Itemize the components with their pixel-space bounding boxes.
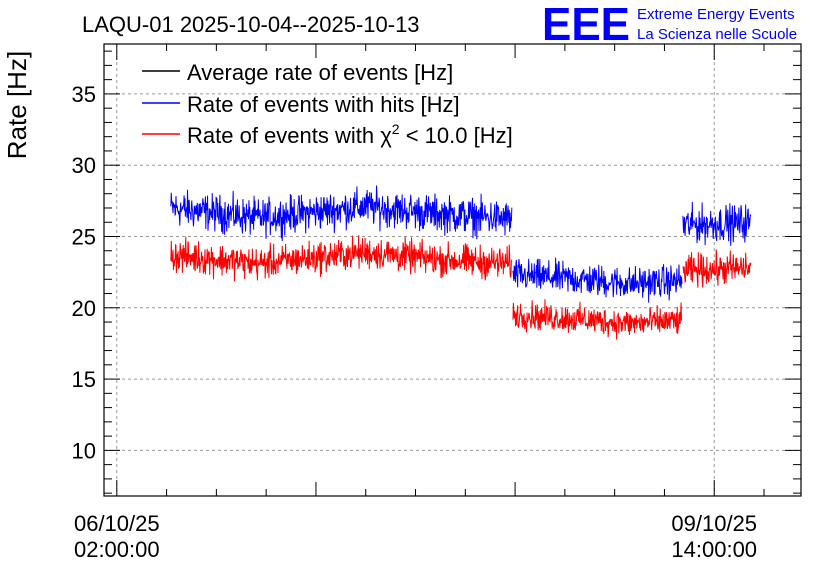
data-series bbox=[170, 185, 752, 340]
y-tick-label: 10 bbox=[72, 438, 96, 463]
y-tick-labels: 10 15 20 25 30 35 bbox=[72, 82, 96, 463]
x-tick-date: 06/10/25 bbox=[74, 511, 160, 536]
logo-letters: EEE bbox=[542, 0, 630, 50]
logo-line2: La Scienza nelle Scuole bbox=[637, 26, 797, 43]
axis-ticks bbox=[104, 44, 801, 496]
eee-logo: EEE Extreme Energy Events La Scienza nel… bbox=[542, 0, 797, 50]
chart-title: LAQU-01 2025-10-04--2025-10-13 bbox=[82, 12, 420, 37]
y-tick-label: 15 bbox=[72, 367, 96, 392]
series-line-1 bbox=[170, 235, 752, 340]
x-tick-time: 14:00:00 bbox=[671, 537, 757, 562]
y-tick-label: 25 bbox=[72, 224, 96, 249]
series-line-0 bbox=[170, 185, 752, 303]
legend-label-average: Average rate of events [Hz] bbox=[187, 60, 453, 85]
y-tick-label: 35 bbox=[72, 82, 96, 107]
legend-label-hits: Rate of events with hits [Hz] bbox=[187, 92, 460, 117]
y-tick-label: 20 bbox=[72, 296, 96, 321]
x-tick-date: 09/10/25 bbox=[671, 511, 757, 536]
y-axis-label: Rate [Hz] bbox=[2, 51, 32, 159]
x-tick-time: 02:00:00 bbox=[74, 537, 160, 562]
logo-line1: Extreme Energy Events bbox=[637, 6, 795, 23]
legend-label-chi2: Rate of events with χ2 < 10.0 [Hz] bbox=[187, 121, 513, 148]
grid-lines bbox=[104, 44, 801, 496]
legend: Average rate of events [Hz] Rate of even… bbox=[142, 60, 513, 148]
y-tick-label: 30 bbox=[72, 153, 96, 178]
